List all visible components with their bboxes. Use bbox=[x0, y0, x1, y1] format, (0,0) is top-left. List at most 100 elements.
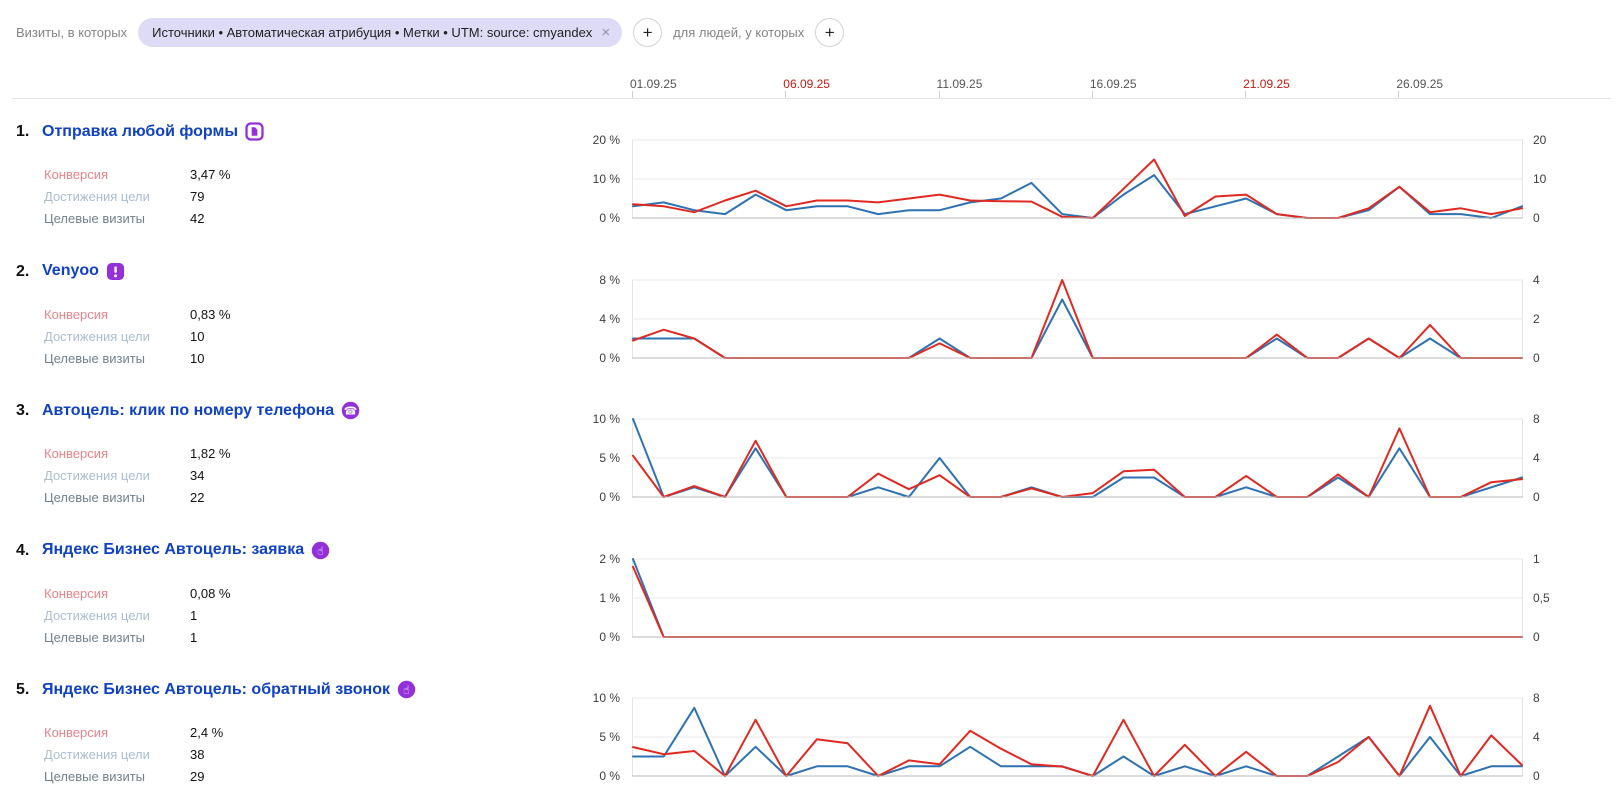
goal-reaches-value: 38 bbox=[190, 747, 205, 762]
goal-title-text: Автоцель: клик по номеру телефона bbox=[42, 401, 335, 419]
y-axis-left-label: 10 % bbox=[592, 691, 620, 705]
y-axis-right-label: 10 bbox=[1533, 172, 1547, 186]
phone-icon: ☎ bbox=[341, 401, 360, 420]
conversion-chart bbox=[632, 139, 1523, 219]
y-axis-right-label: 0 bbox=[1533, 629, 1540, 644]
goal-visits-value: 42 bbox=[190, 211, 205, 226]
goal-index: 3. bbox=[16, 402, 30, 419]
date-tick-label: 06.09.25 bbox=[783, 77, 830, 91]
conversion-label: Конверсия bbox=[44, 167, 109, 182]
goal-visits-value: 10 bbox=[190, 350, 205, 366]
conversion-label: Конверсия bbox=[44, 306, 109, 322]
goal-visits-value: 29 bbox=[190, 769, 205, 784]
conversion-value: 1,82 % bbox=[190, 446, 231, 461]
goal-title-link[interactable]: Автоцель: клик по номеру телефона ☎ bbox=[42, 401, 360, 420]
y-axis-left-label: 1 % bbox=[599, 590, 620, 605]
conversion-chart bbox=[632, 278, 1523, 359]
y-axis-left-label: 10 % bbox=[592, 172, 620, 186]
goal-title-text: Venyoo bbox=[42, 262, 99, 279]
y-axis-right-label: 4 bbox=[1533, 272, 1540, 287]
y-axis-left-label: 0 % bbox=[599, 490, 620, 504]
goal-reaches-label: Достижения цели bbox=[44, 468, 150, 483]
goal-title-link[interactable]: Venyoo bbox=[42, 262, 125, 281]
svg-text:☝: ☝ bbox=[403, 684, 410, 697]
form-icon bbox=[245, 122, 264, 141]
date-tick-mark bbox=[1398, 91, 1400, 98]
y-axis-left-label: 4 % bbox=[599, 311, 620, 326]
visits-condition-label: Визиты, в которых bbox=[16, 25, 128, 40]
goal-visits-value: 1 bbox=[190, 629, 198, 645]
goal-title-text: Яндекс Бизнес Автоцель: обратный звонок bbox=[42, 680, 390, 698]
goal-reaches-value: 34 bbox=[190, 468, 205, 483]
goal-title-link[interactable]: Отправка любой формы bbox=[42, 122, 264, 141]
y-axis-right-label: 0 bbox=[1533, 211, 1540, 225]
goal-reaches-value: 10 bbox=[190, 328, 205, 344]
y-axis-left-label: 10 % bbox=[592, 412, 620, 426]
goal-visits-value: 22 bbox=[190, 490, 205, 505]
goal-visits-label: Целевые визиты bbox=[44, 629, 146, 645]
date-tick-mark bbox=[938, 91, 940, 98]
goal-title-link[interactable]: Яндекс Бизнес Автоцель: обратный звонок ☝ bbox=[42, 680, 416, 699]
y-axis-left-label: 0 % bbox=[599, 211, 620, 225]
svg-text:☝: ☝ bbox=[317, 544, 324, 557]
y-axis-right-label: 4 bbox=[1533, 451, 1540, 465]
conversion-label: Конверсия bbox=[44, 446, 109, 461]
exclamation-icon bbox=[106, 262, 125, 281]
date-tick-label: 21.09.25 bbox=[1243, 77, 1290, 91]
goal-visits-label: Целевые визиты bbox=[44, 350, 146, 366]
date-tick-label: 11.09.25 bbox=[936, 77, 983, 91]
filter-chip[interactable]: Источники • Автоматическая атрибуция • М… bbox=[138, 18, 623, 47]
date-tick-mark bbox=[1091, 91, 1093, 98]
conversion-value: 3,47 % bbox=[190, 167, 231, 182]
goal-reaches-label: Достижения цели bbox=[44, 189, 150, 204]
filter-chip-text: Источники • Автоматическая атрибуция • М… bbox=[152, 25, 593, 40]
y-axis-right-label: 8 bbox=[1533, 412, 1540, 426]
conversion-chart bbox=[632, 697, 1523, 777]
conversion-label: Конверсия bbox=[44, 585, 109, 601]
y-axis-right-label: 0 bbox=[1533, 769, 1540, 783]
conversion-value: 0,83 % bbox=[190, 306, 231, 322]
add-visit-condition-button[interactable]: + bbox=[633, 18, 663, 47]
goal-index: 1. bbox=[16, 123, 30, 140]
people-condition-label: для людей, у которых bbox=[673, 25, 805, 40]
y-axis-right-label: 20 bbox=[1533, 133, 1547, 147]
goal-visits-label: Целевые визиты bbox=[44, 490, 146, 505]
y-axis-right-label: 2 bbox=[1533, 311, 1540, 326]
y-axis-right-label: 0,5 bbox=[1533, 590, 1550, 605]
remove-filter-icon[interactable]: × bbox=[601, 24, 611, 41]
goal-reaches-label: Достижения цели bbox=[44, 328, 150, 344]
y-axis-right-label: 8 bbox=[1533, 691, 1540, 705]
y-axis-left-label: 0 % bbox=[599, 769, 620, 783]
y-axis-left-label: 8 % bbox=[599, 272, 620, 287]
goal-visits-label: Целевые визиты bbox=[44, 211, 146, 226]
goal-title-link[interactable]: Яндекс Бизнес Автоцель: заявка ☝ bbox=[42, 541, 330, 560]
y-axis-left-label: 5 % bbox=[599, 730, 620, 744]
conversion-value: 0,08 % bbox=[190, 585, 231, 601]
pointer-icon: ☝ bbox=[311, 541, 330, 560]
date-tick-mark bbox=[785, 91, 787, 98]
y-axis-left-label: 2 % bbox=[599, 551, 620, 566]
goal-title-text: Отправка любой формы bbox=[42, 122, 238, 140]
goal-visits-label: Целевые визиты bbox=[44, 769, 146, 784]
y-axis-right-label: 4 bbox=[1533, 730, 1540, 744]
goal-reaches-label: Достижения цели bbox=[44, 607, 150, 623]
conversion-chart bbox=[632, 418, 1523, 498]
goal-index: 5. bbox=[16, 681, 30, 698]
date-tick-label: 01.09.25 bbox=[630, 77, 677, 91]
goal-reaches-value: 79 bbox=[190, 189, 205, 204]
goal-index: 4. bbox=[16, 541, 30, 559]
y-axis-right-label: 0 bbox=[1533, 350, 1540, 365]
date-tick-mark bbox=[1245, 91, 1247, 98]
y-axis-left-label: 0 % bbox=[599, 350, 620, 365]
date-tick-label: 26.09.25 bbox=[1396, 77, 1444, 91]
y-axis-right-label: 1 bbox=[1533, 551, 1540, 566]
y-axis-right-label: 0 bbox=[1533, 490, 1540, 504]
date-tick-mark bbox=[632, 91, 633, 98]
header-divider bbox=[12, 98, 1611, 99]
pointer-icon: ☝ bbox=[397, 680, 416, 699]
add-people-condition-button[interactable]: + bbox=[815, 18, 845, 47]
goal-reaches-value: 1 bbox=[190, 607, 198, 623]
goal-title-text: Яндекс Бизнес Автоцель: заявка bbox=[42, 541, 305, 558]
goal-reaches-label: Достижения цели bbox=[44, 747, 150, 762]
svg-text:☎: ☎ bbox=[344, 404, 358, 417]
